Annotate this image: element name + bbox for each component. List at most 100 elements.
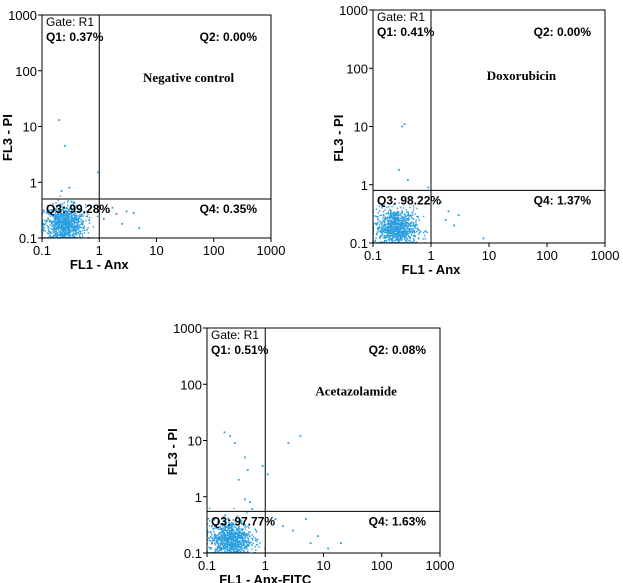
event-dot [70, 230, 72, 232]
event-dot [58, 217, 60, 219]
event-dot [44, 230, 47, 232]
event-dot [400, 212, 402, 214]
event-dot [403, 229, 405, 232]
event-dot [68, 229, 70, 232]
event-dot [53, 215, 55, 217]
event-dot [405, 232, 407, 234]
event-dot [407, 225, 409, 228]
event-dot [392, 216, 395, 219]
event-dot [227, 525, 230, 528]
event-dot [381, 224, 383, 226]
event-dot [413, 239, 416, 241]
event-dot [72, 214, 74, 216]
event-dot [235, 520, 238, 522]
event-dot [224, 521, 227, 523]
event-dot [232, 545, 234, 547]
event-dot [220, 547, 222, 549]
event-dot [403, 233, 405, 235]
event-dot [235, 545, 237, 547]
event-dot [74, 202, 76, 204]
event-dot [406, 237, 408, 239]
event-dot [401, 224, 403, 227]
event-dot [61, 215, 63, 217]
event-dot [407, 234, 409, 237]
outlier-dot [223, 431, 226, 434]
event-dot [54, 234, 56, 236]
event-dot [56, 217, 58, 219]
y-axis-label: FL3 - PI [331, 115, 346, 162]
event-dot [417, 237, 420, 239]
event-dot [386, 229, 389, 231]
event-dot [68, 216, 70, 219]
event-dot [248, 535, 251, 538]
event-dot [393, 225, 395, 228]
event-dot [396, 210, 399, 213]
event-dot [61, 215, 63, 218]
sample-annotation: Doxorubicin [487, 68, 557, 83]
event-dot [418, 219, 420, 221]
event-dot [73, 234, 75, 237]
event-dot [395, 220, 397, 222]
event-dot [232, 535, 235, 537]
event-dot [391, 223, 393, 225]
event-dot [61, 214, 64, 216]
event-dot [222, 542, 224, 545]
event-dot [68, 222, 70, 225]
event-dot [235, 543, 237, 546]
event-dot [389, 231, 391, 233]
event-dot [60, 212, 62, 214]
event-dot [225, 546, 227, 548]
event-dot [390, 212, 392, 214]
event-dot [407, 223, 409, 225]
event-dot [208, 546, 210, 549]
event-dot [396, 207, 398, 209]
event-dot [386, 234, 388, 236]
event-dot [221, 538, 223, 540]
outlier-dot [403, 123, 406, 125]
event-dot [78, 228, 80, 231]
event-dot [218, 526, 220, 528]
event-dot [386, 227, 388, 230]
event-dot [47, 226, 49, 229]
event-dot [392, 217, 395, 219]
event-dot [217, 542, 219, 545]
event-dot [401, 222, 403, 224]
event-dot [52, 235, 55, 237]
event-dot [58, 224, 60, 226]
event-dot [208, 507, 211, 510]
event-dot [215, 538, 217, 540]
event-dot [217, 543, 219, 546]
event-dot [391, 216, 394, 218]
event-dot [382, 228, 384, 230]
event-dot [407, 221, 409, 224]
event-dot [229, 533, 231, 536]
outlier-dot [138, 227, 141, 230]
event-dot [399, 224, 402, 226]
event-dot [251, 534, 254, 536]
outlier-dot [246, 469, 249, 471]
event-dot [237, 524, 239, 526]
event-dot [64, 210, 66, 212]
event-dot [62, 218, 65, 220]
event-dot [217, 536, 219, 539]
event-dot [63, 201, 65, 204]
event-dot [385, 240, 387, 242]
event-dot [70, 215, 72, 217]
q2-stat: Q2: 0.00% [200, 30, 258, 44]
event-dot [411, 232, 413, 234]
event-dot [87, 227, 89, 229]
event-dot [424, 238, 427, 240]
event-dot [229, 526, 231, 529]
event-dot [405, 225, 407, 228]
event-dot [54, 225, 56, 227]
event-dot [397, 217, 399, 219]
event-dot [223, 544, 226, 546]
event-dot [235, 538, 237, 540]
event-dot [388, 223, 390, 225]
event-dot [56, 227, 59, 229]
event-dot [389, 225, 392, 227]
event-dot [392, 237, 394, 239]
event-dot [217, 533, 220, 536]
event-dot [411, 230, 413, 233]
event-dot [412, 214, 414, 216]
